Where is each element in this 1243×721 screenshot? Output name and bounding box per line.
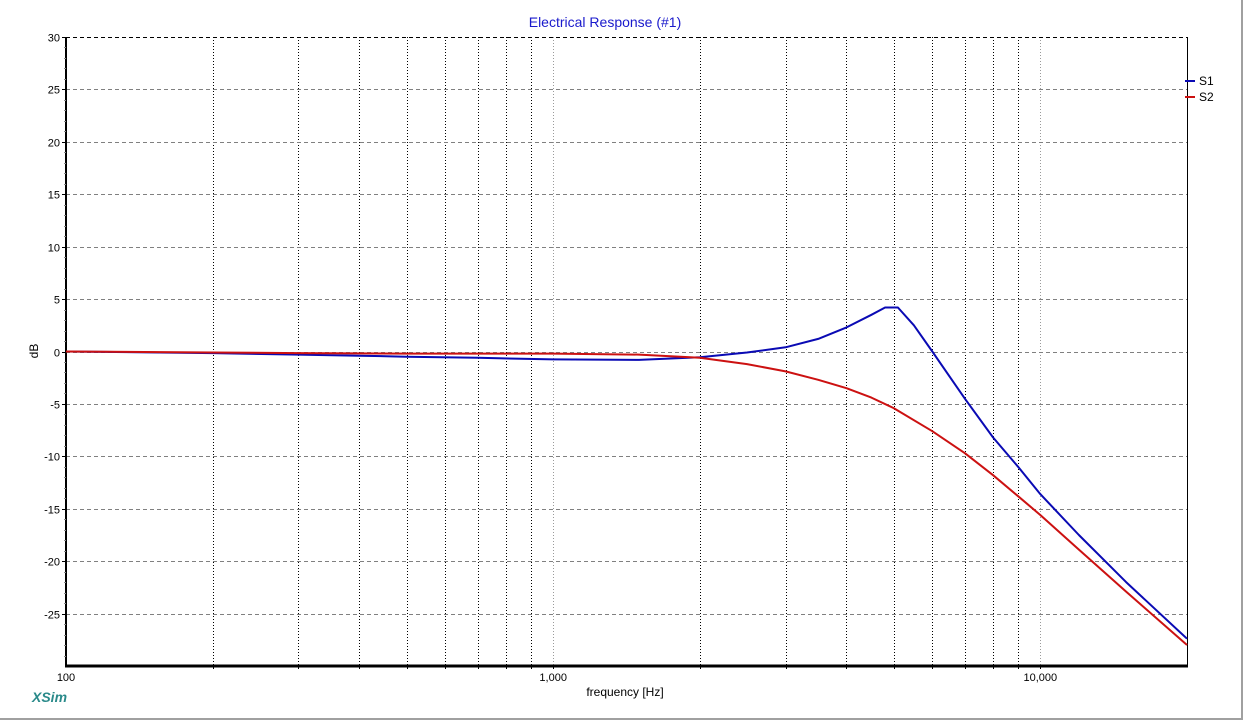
y-tick-label: -20 [44,557,60,569]
y-tick-label: 15 [48,190,60,202]
y-tick-label: 10 [48,243,60,255]
y-axis-label: dB [27,344,41,359]
series-s1-line [65,306,1188,640]
y-tick-label: -25 [44,610,60,622]
vertical-gridlines [213,37,1041,666]
y-tick-label: 25 [48,85,60,97]
legend-label-s2: S2 [1199,90,1214,104]
chart-title: Electrical Response (#1) [528,14,682,30]
y-axis-ticks: 30 25 20 15 10 5 0 -5 -10 -15 -20 -25 [44,33,66,657]
y-tick-label: 5 [54,295,60,307]
x-tick-label: 100 [57,672,75,684]
y-tick-label: -15 [44,505,60,517]
x-tick-label: 10,000 [1024,672,1058,684]
legend-label-s1: S1 [1199,74,1214,88]
xsim-logo: XSim [32,689,68,705]
data-series [65,306,1188,646]
x-axis-ticks: 100 1,000 10,000 [57,666,1057,684]
x-axis-label: frequency [Hz] [586,685,663,699]
y-tick-label: 30 [48,33,60,45]
y-tick-label: -10 [44,452,60,464]
horizontal-gridlines [66,37,1187,615]
y-tick-label: -5 [50,400,60,412]
series-s2-line [65,350,1188,646]
y-tick-label: 20 [48,138,60,150]
x-tick-label: 1,000 [539,672,567,684]
y-tick-label: 0 [54,348,60,360]
